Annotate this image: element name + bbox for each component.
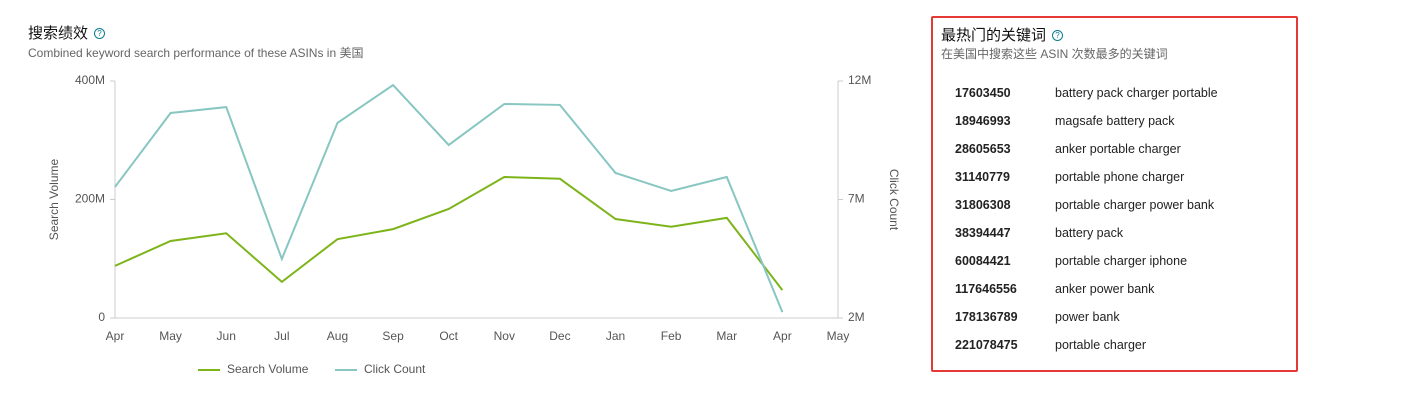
x-tick-label: Dec	[549, 329, 570, 343]
keyword-text: battery pack	[1055, 226, 1124, 240]
help-icon[interactable]: ?	[94, 28, 106, 39]
x-tick-label: Apr	[106, 329, 125, 343]
x-tick-label: Feb	[661, 329, 682, 343]
y-tick-label: 200M	[75, 192, 105, 206]
keyword-count: 117646556	[955, 282, 1017, 296]
line-series	[114, 83, 784, 313]
y2-tick-label: 12M	[848, 73, 871, 87]
keyword-count: 31806308	[955, 198, 1011, 212]
x-tick-label: Jul	[274, 329, 289, 343]
keyword-text: power bank	[1055, 310, 1120, 324]
keyword-count: 60084421	[955, 254, 1011, 268]
keyword-count: 221078475	[955, 338, 1018, 352]
chart: 0 200M 400M 2M 7M 12M Apr May Jun Jul Aug Sep Oct Nov…	[47, 73, 900, 376]
panel-title-box: 最热门的关键词?	[941, 24, 1064, 45]
keyword-count: 18946993	[955, 114, 1011, 128]
keyword-text: anker portable charger	[1055, 142, 1181, 156]
y2-tick-label: 7M	[848, 192, 865, 206]
keyword-count: 31140779	[955, 170, 1010, 184]
keyword-count: 17603450	[955, 86, 1011, 100]
x-tick-label: Oct	[439, 329, 458, 343]
chart-title: 搜索绩效	[28, 25, 89, 42]
chart-subtitle: Combined keyword search performance of t…	[28, 46, 364, 60]
keyword-text: portable charger iphone	[1055, 254, 1188, 268]
x-tick-label: May	[827, 329, 850, 343]
line-series	[114, 175, 784, 291]
legend-label: Search Volume	[227, 362, 309, 376]
help-icon[interactable]: ?	[1052, 30, 1064, 41]
x-tick-label: Apr	[773, 329, 792, 343]
y2-axis-label: Click Count	[887, 169, 900, 231]
x-tick-label: Nov	[494, 329, 515, 343]
y2-tick-label: 2M	[848, 310, 865, 324]
panel-title: 最热门的关键词	[941, 27, 1047, 44]
legend-label: Click Count	[364, 362, 426, 376]
keyword-panel: 最热门的关键词? 在美国中搜索这些 ASIN 次数最多的关键词 17603450…	[931, 16, 1298, 372]
x-tick-label: May	[159, 329, 182, 343]
x-tick-label: Aug	[327, 329, 348, 343]
keyword-count: 178136789	[955, 310, 1018, 324]
x-tick-label: Mar	[716, 329, 737, 343]
keyword-count: 28605653	[955, 142, 1011, 156]
keyword-text: portable phone charger	[1055, 170, 1185, 184]
keyword-text: battery pack charger portable	[1055, 86, 1218, 100]
y-axis-label: Search Volume	[47, 158, 61, 240]
x-tick-label: Jun	[217, 329, 236, 343]
y-tick-label: 0	[98, 310, 105, 324]
keyword-text: anker power bank	[1055, 282, 1155, 296]
keyword-text: magsafe battery pack	[1055, 114, 1175, 128]
chart-title-box: 搜索绩效?	[28, 22, 106, 43]
x-tick-label: Jan	[606, 329, 625, 343]
keyword-count: 38394447	[955, 226, 1011, 240]
x-tick-label: Sep	[382, 329, 404, 343]
keyword-text: portable charger	[1055, 338, 1147, 352]
y-tick-label: 400M	[75, 73, 105, 87]
panel-subtitle: 在美国中搜索这些 ASIN 次数最多的关键词	[941, 47, 1168, 61]
keyword-text: portable charger power bank	[1055, 198, 1215, 212]
